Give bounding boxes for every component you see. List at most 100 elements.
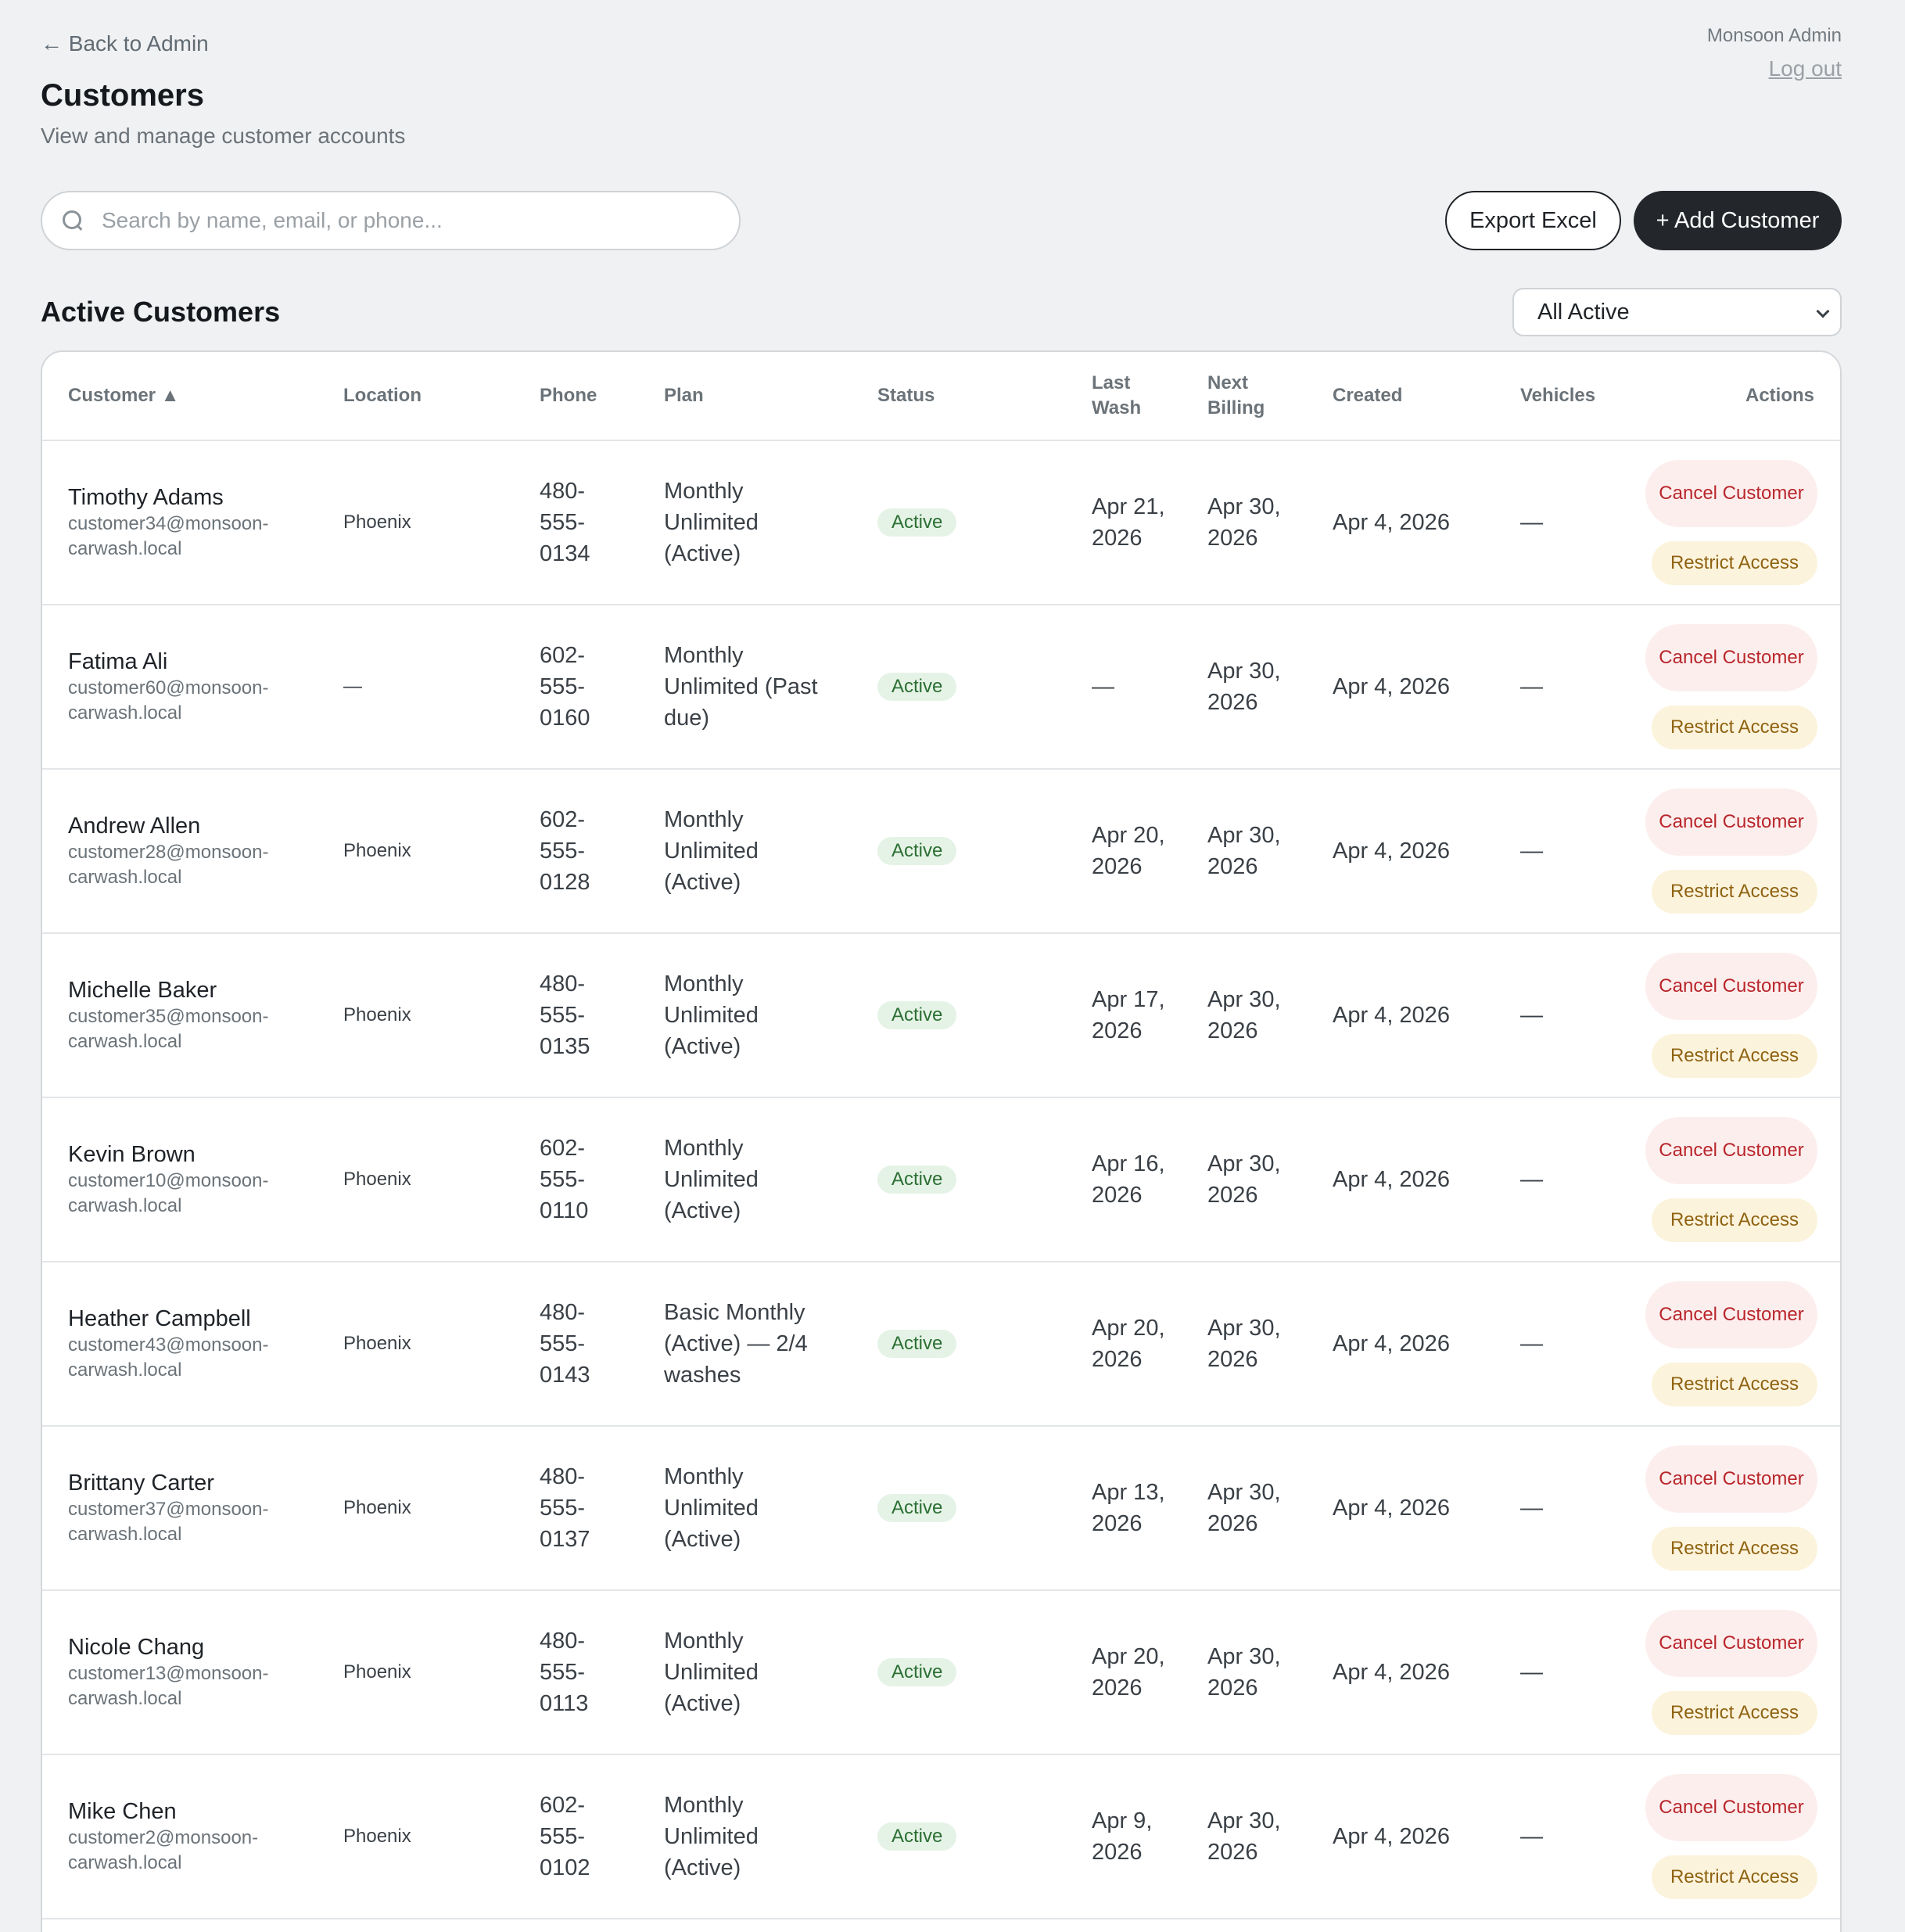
location-cell: Phoenix <box>343 512 411 533</box>
last-wash-cell: — <box>1092 674 1114 699</box>
created-cell: Apr 4, 2026 <box>1333 839 1450 864</box>
actions-cell: Cancel Customer Restrict Access <box>1645 1427 1817 1589</box>
restrict-access-button[interactable]: Restrict Access <box>1652 870 1817 914</box>
phone-cell: 602-555-0102 <box>540 1793 590 1880</box>
next-billing-cell: Apr 30, 2026 <box>1207 1808 1281 1865</box>
customer-email: customer2@monsoon-carwash.local <box>68 1827 259 1873</box>
add-customer-button[interactable]: + Add Customer <box>1634 191 1842 250</box>
table-header: Customer ▲ Location Phone Plan Status La… <box>42 352 1840 441</box>
customer-name[interactable]: Andrew Allen <box>68 813 201 839</box>
phone-cell: 480-555-0143 <box>540 1300 590 1388</box>
table-row: Mike Chen customer2@monsoon-carwash.loca… <box>42 1755 1840 1919</box>
table-row: Kevin Brown customer10@monsoon-carwash.l… <box>42 1098 1840 1262</box>
status-filter-value: All Active <box>1537 299 1630 325</box>
plan-cell: Monthly Unlimited (Active) <box>664 971 759 1059</box>
customer-name[interactable]: Kevin Brown <box>68 1142 196 1167</box>
customer-name[interactable]: Fatima Ali <box>68 649 168 674</box>
next-billing-cell: Apr 30, 2026 <box>1207 987 1281 1043</box>
status-cell: Active <box>877 1262 995 1425</box>
customer-email: customer28@monsoon-carwash.local <box>68 842 269 888</box>
customer-email: customer10@monsoon-carwash.local <box>68 1170 269 1216</box>
customer-cell: Nicole Chang customer13@monsoon-carwash.… <box>68 1591 318 1754</box>
status-cell: Active <box>877 1755 995 1918</box>
cancel-customer-button[interactable]: Cancel Customer <box>1645 1610 1817 1677</box>
column-header-location[interactable]: Location <box>343 385 422 406</box>
last-wash-cell: Apr 17, 2026 <box>1092 987 1165 1043</box>
logout-link[interactable]: Log out <box>1768 56 1842 81</box>
restrict-access-button[interactable]: Restrict Access <box>1652 1691 1817 1735</box>
back-to-admin-link[interactable]: ← Back to Admin <box>41 31 209 56</box>
restrict-access-button[interactable]: Restrict Access <box>1652 1034 1817 1078</box>
cancel-customer-button[interactable]: Cancel Customer <box>1645 1281 1817 1348</box>
customer-name[interactable]: Heather Campbell <box>68 1306 251 1331</box>
cancel-customer-button[interactable]: Cancel Customer <box>1645 1774 1817 1841</box>
column-header-plan[interactable]: Plan <box>664 385 704 406</box>
next-billing-cell: Apr 30, 2026 <box>1207 823 1281 879</box>
customer-name[interactable]: Nicole Chang <box>68 1635 205 1660</box>
restrict-access-button[interactable]: Restrict Access <box>1652 541 1817 585</box>
cancel-customer-button[interactable]: Cancel Customer <box>1645 624 1817 691</box>
actions-cell: Cancel Customer Restrict Access <box>1645 441 1817 604</box>
status-badge: Active <box>877 508 957 537</box>
restrict-access-button[interactable]: Restrict Access <box>1652 1363 1817 1406</box>
phone-cell: 480-555-0134 <box>540 479 590 566</box>
table-row: Fatima Ali customer60@monsoon-carwash.lo… <box>42 605 1840 770</box>
status-badge: Active <box>877 1165 957 1194</box>
page-subtitle: View and manage customer accounts <box>41 124 406 148</box>
customer-name[interactable]: Mike Chen <box>68 1799 177 1824</box>
customer-name[interactable]: Brittany Carter <box>68 1471 214 1496</box>
vehicles-cell: — <box>1520 674 1543 699</box>
column-header-customer[interactable]: Customer ▲ <box>68 385 180 406</box>
vehicles-cell: — <box>1520 1496 1543 1521</box>
restrict-access-button[interactable]: Restrict Access <box>1652 706 1817 749</box>
search-input[interactable] <box>102 208 712 233</box>
restrict-access-button[interactable]: Restrict Access <box>1652 1855 1817 1899</box>
location-cell: Phoenix <box>343 1333 411 1354</box>
customer-cell: Michelle Baker customer35@monsoon-carwas… <box>68 934 318 1097</box>
cancel-customer-button[interactable]: Cancel Customer <box>1645 1117 1817 1184</box>
customer-name[interactable]: Michelle Baker <box>68 978 217 1003</box>
actions-cell: Cancel Customer Restrict Access <box>1645 1591 1817 1754</box>
vehicles-cell: — <box>1520 1003 1543 1028</box>
customers-page: ← Back to Admin Monsoon Admin Log out Cu… <box>41 0 1842 1932</box>
restrict-access-button[interactable]: Restrict Access <box>1652 1527 1817 1571</box>
column-header-actions: Actions <box>1745 385 1814 406</box>
column-header-created[interactable]: Created <box>1333 385 1403 406</box>
location-cell: Phoenix <box>343 1826 411 1847</box>
created-cell: Apr 4, 2026 <box>1333 1824 1450 1849</box>
last-wash-cell: Apr 20, 2026 <box>1092 1316 1165 1372</box>
location-cell: Phoenix <box>343 1169 411 1190</box>
last-wash-cell: Apr 20, 2026 <box>1092 823 1165 879</box>
customer-cell: Fatima Ali customer60@monsoon-carwash.lo… <box>68 605 318 768</box>
created-cell: Apr 4, 2026 <box>1333 674 1450 699</box>
export-excel-button[interactable]: Export Excel <box>1445 191 1621 250</box>
user-menu: Monsoon Admin Log out <box>1707 25 1842 81</box>
column-header-next-billing[interactable]: Next Billing <box>1207 372 1265 418</box>
column-header-vehicles[interactable]: Vehicles <box>1520 385 1596 406</box>
location-cell: Phoenix <box>343 1661 411 1682</box>
customer-email: customer34@monsoon-carwash.local <box>68 513 269 559</box>
search-box[interactable] <box>41 191 741 250</box>
column-header-last-wash[interactable]: Last Wash <box>1092 372 1142 418</box>
cancel-customer-button[interactable]: Cancel Customer <box>1645 788 1817 856</box>
cancel-customer-button[interactable]: Cancel Customer <box>1645 1445 1817 1513</box>
chevron-down-icon <box>1816 304 1830 318</box>
customers-table: Customer ▲ Location Phone Plan Status La… <box>41 350 1842 1932</box>
next-billing-cell: Apr 30, 2026 <box>1207 1644 1281 1700</box>
column-header-phone[interactable]: Phone <box>540 385 597 406</box>
created-cell: Apr 4, 2026 <box>1333 1496 1450 1521</box>
status-filter-select[interactable]: All Active <box>1512 288 1842 336</box>
table-row: Michelle Baker customer35@monsoon-carwas… <box>42 934 1840 1098</box>
location-cell: Phoenix <box>343 1004 411 1025</box>
cancel-customer-button[interactable]: Cancel Customer <box>1645 460 1817 527</box>
last-wash-cell: Apr 20, 2026 <box>1092 1644 1165 1700</box>
customer-cell: Andrew Allen customer28@monsoon-carwash.… <box>68 770 318 932</box>
status-badge: Active <box>877 1330 957 1358</box>
column-header-status[interactable]: Status <box>877 385 935 406</box>
vehicles-cell: — <box>1520 1331 1543 1356</box>
cancel-customer-button[interactable]: Cancel Customer <box>1645 953 1817 1020</box>
customer-name[interactable]: Timothy Adams <box>68 485 224 510</box>
restrict-access-button[interactable]: Restrict Access <box>1652 1198 1817 1242</box>
plan-cell: Monthly Unlimited (Active) <box>664 1464 759 1552</box>
customer-cell: Timothy Adams customer34@monsoon-carwash… <box>68 441 318 604</box>
